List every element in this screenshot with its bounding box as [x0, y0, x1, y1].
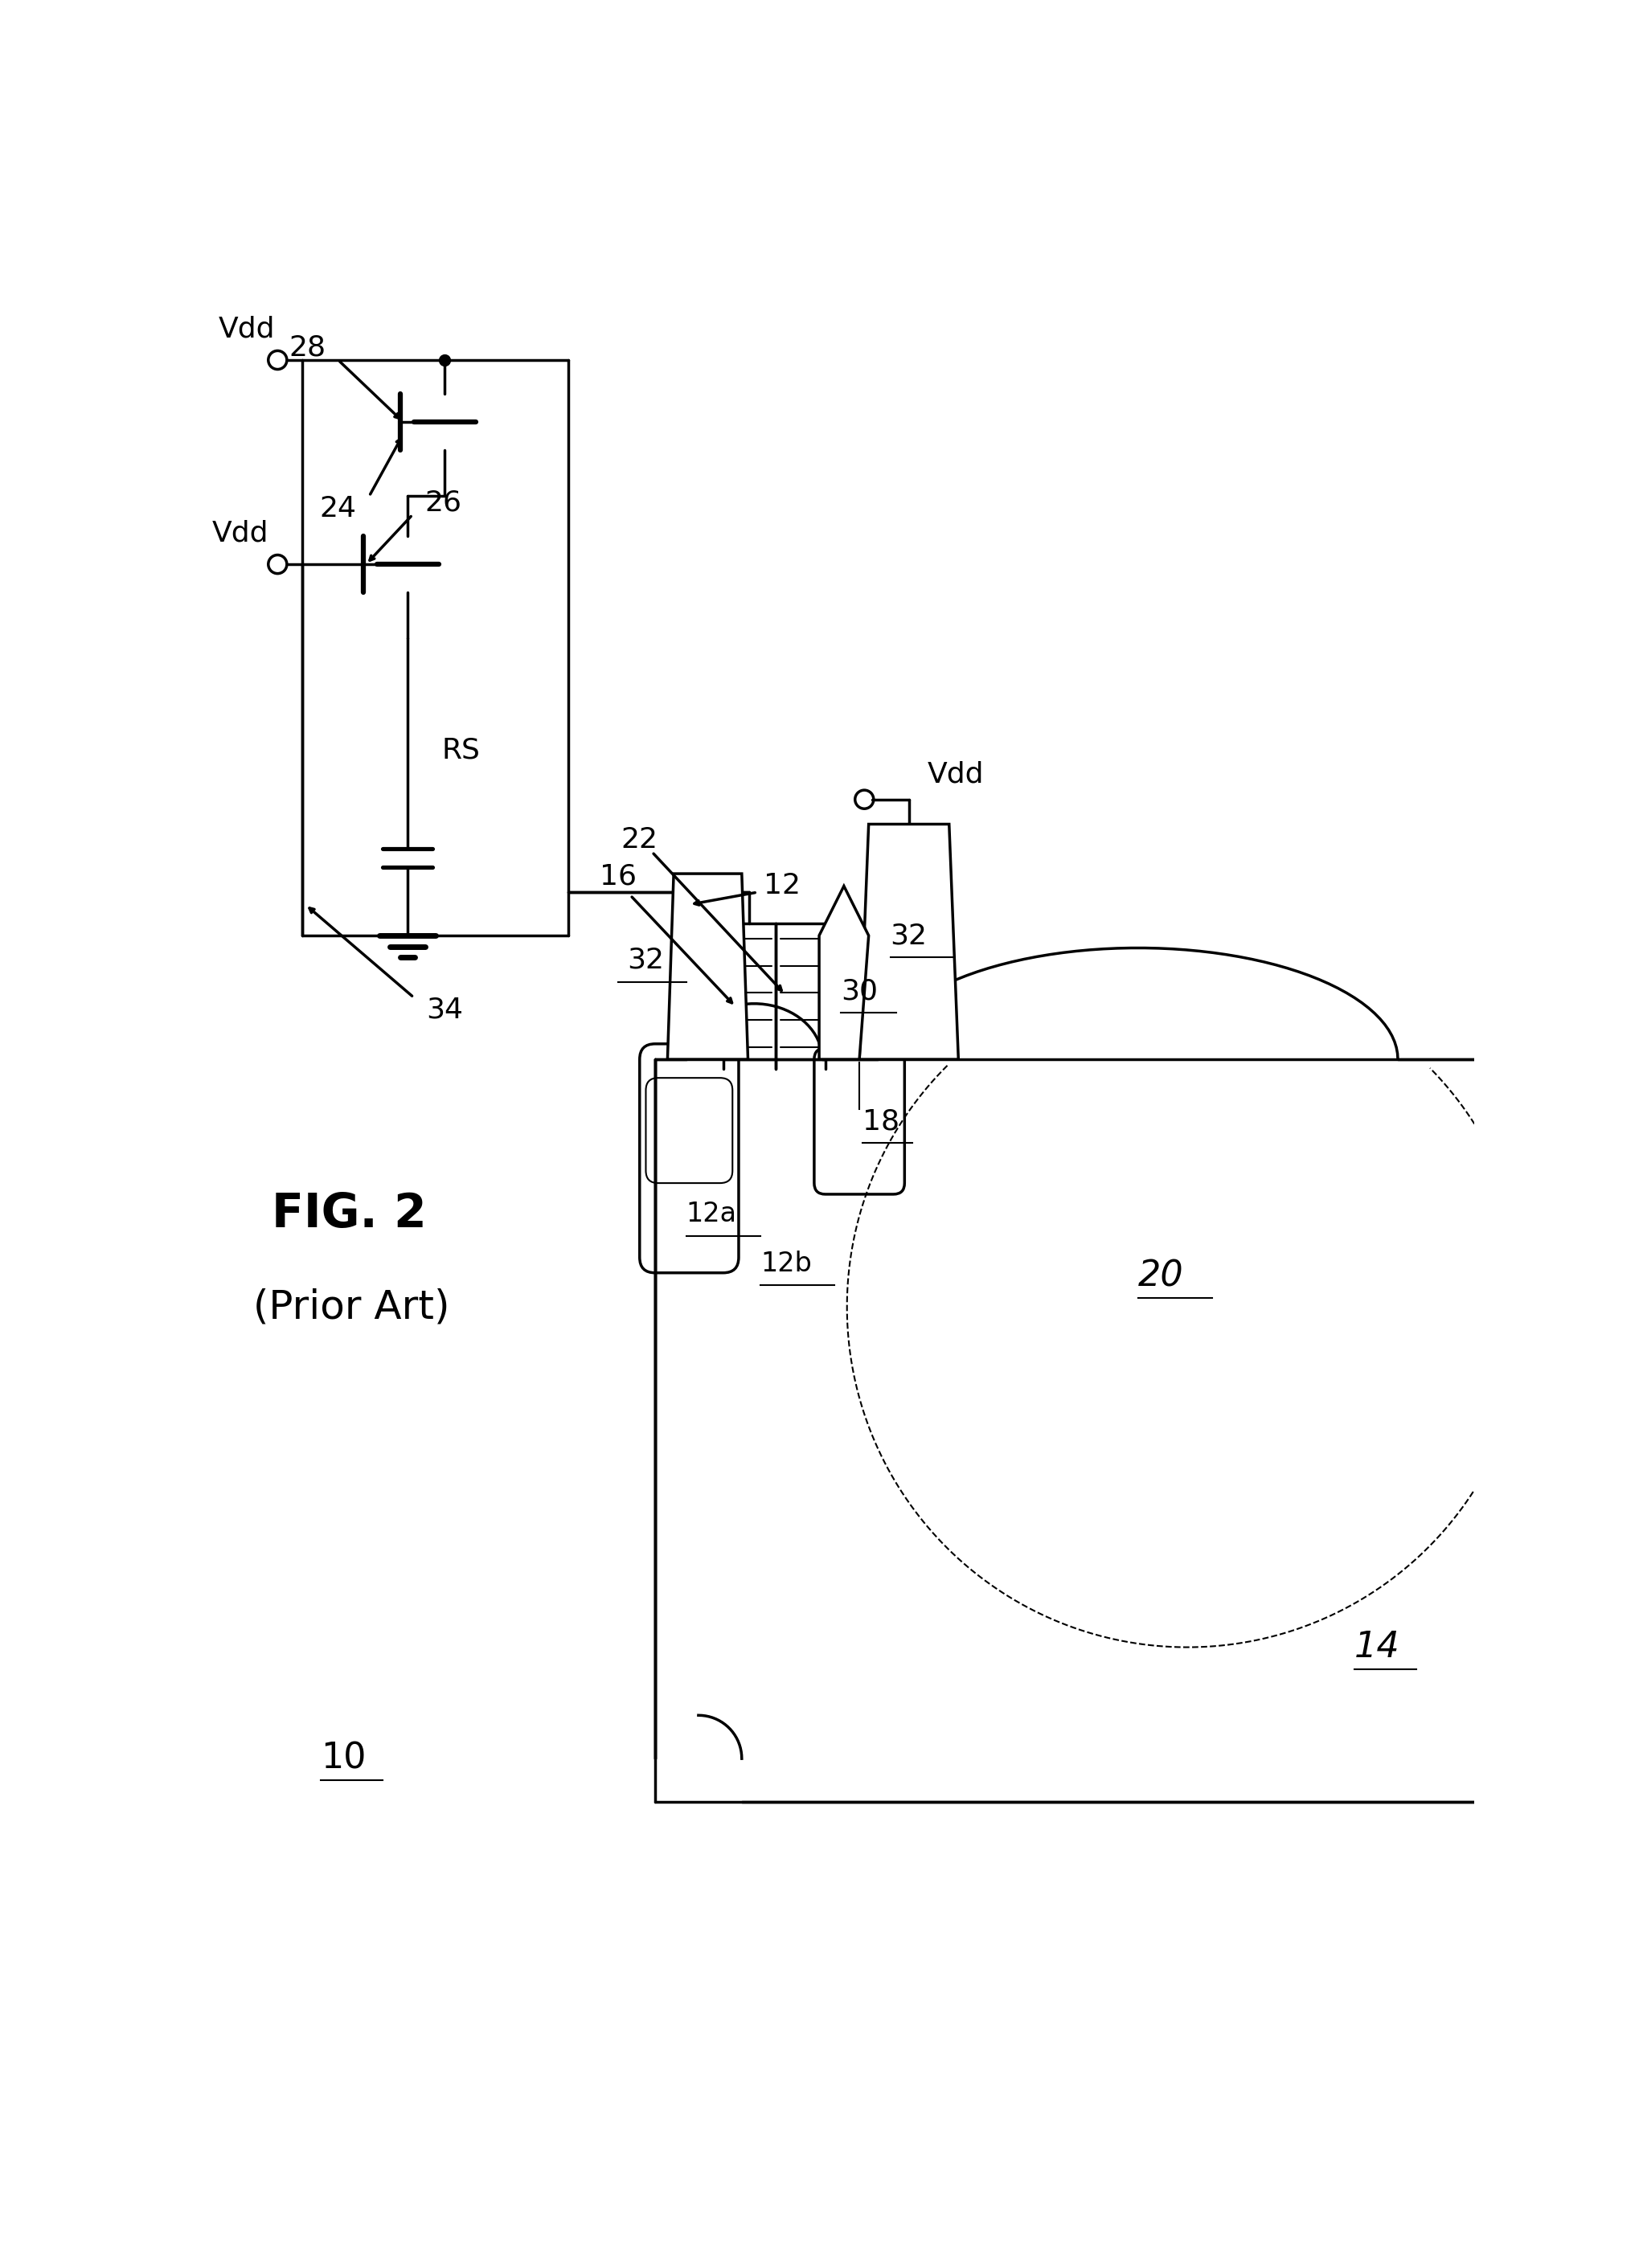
Text: 20: 20 [1139, 1259, 1183, 1293]
Text: 26: 26 [426, 488, 462, 517]
Text: RS: RS [442, 737, 480, 764]
Polygon shape [820, 887, 869, 1059]
Text: 12b: 12b [761, 1250, 812, 1277]
Text: Vdd: Vdd [219, 315, 274, 342]
Text: 12: 12 [764, 873, 800, 900]
Text: FIG. 2: FIG. 2 [271, 1191, 426, 1236]
Text: 32: 32 [891, 921, 927, 950]
Text: (Prior Art): (Prior Art) [253, 1288, 449, 1327]
Text: 28: 28 [289, 333, 325, 361]
Text: 30: 30 [841, 978, 877, 1005]
Polygon shape [859, 823, 958, 1059]
Text: 34: 34 [426, 996, 463, 1023]
Text: 16: 16 [600, 864, 636, 891]
Text: 22: 22 [621, 826, 659, 853]
Polygon shape [667, 873, 748, 1059]
Text: 12a: 12a [687, 1200, 736, 1227]
Text: Vdd: Vdd [212, 519, 269, 547]
Text: 14: 14 [1354, 1631, 1400, 1665]
Text: 24: 24 [320, 494, 357, 522]
Text: 10: 10 [320, 1742, 366, 1776]
Text: Vdd: Vdd [927, 762, 984, 789]
Text: 18: 18 [863, 1107, 899, 1134]
Text: 32: 32 [628, 946, 664, 973]
